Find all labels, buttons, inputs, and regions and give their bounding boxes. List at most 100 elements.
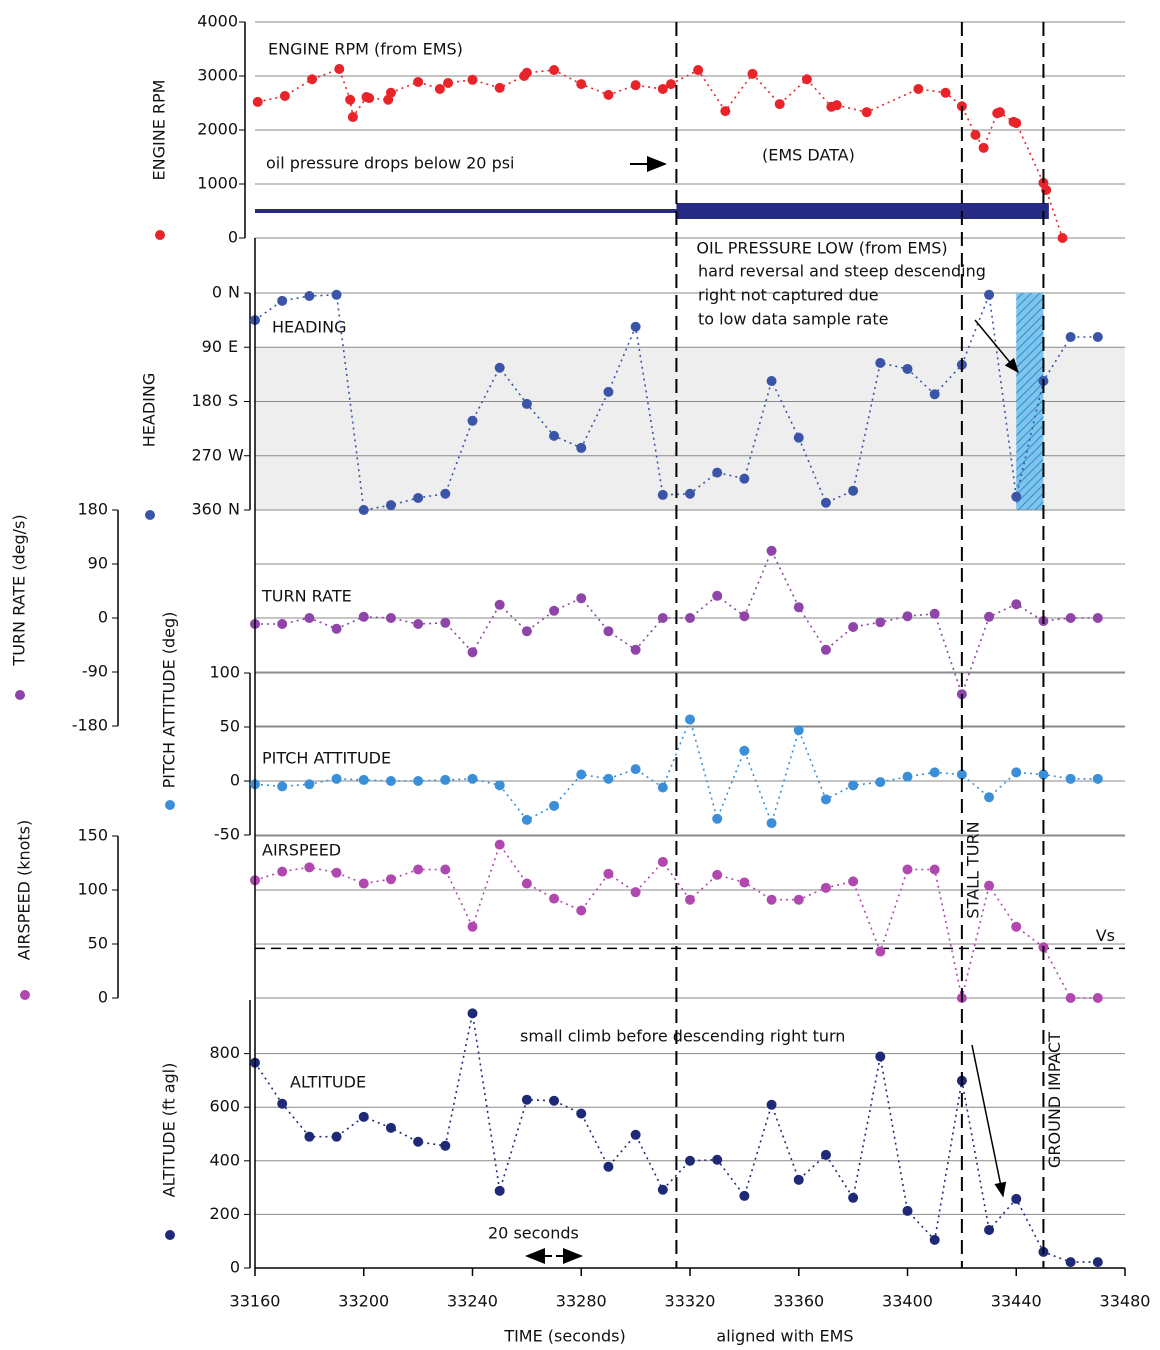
annotation: small climb before descending right turn [520,1027,845,1046]
data-point [712,813,723,824]
data-point [739,473,750,484]
reference-label: Vs [1096,926,1115,945]
data-point [603,386,614,397]
data-point [347,112,358,123]
data-point [984,1224,995,1235]
y-tick-label: 150 [77,826,108,845]
annotation: (EMS DATA) [762,146,855,165]
data-point [861,107,872,118]
data-point [385,613,396,623]
data-point [766,545,777,556]
data-point [1011,921,1022,932]
x-tick-label: 33360 [773,1292,824,1311]
data-point [467,415,478,426]
data-point [304,291,315,302]
data-point [549,65,560,76]
data-point [820,794,831,805]
data-point [984,611,995,622]
data-point [984,792,995,803]
data-point [739,745,750,756]
data-point [875,946,886,957]
data-point [385,1122,396,1133]
data-point [277,295,288,306]
chart-title: PITCH ATTITUDE [262,749,391,768]
shaded-region [1016,293,1044,510]
data-point [970,129,981,140]
x-tick-label: 33240 [447,1292,498,1311]
y-axis-label: AIRSPEED (knots) [15,820,34,961]
data-point [413,76,424,87]
data-point [440,1140,451,1151]
data-point [277,1098,288,1109]
data-point [1038,769,1049,780]
data-point [747,68,758,79]
data-point [467,921,478,932]
data-point [385,776,396,786]
data-point [1092,773,1103,784]
data-point [875,357,886,368]
y-tick-label: 100 [209,663,240,682]
y-tick-label: 200 [209,1204,240,1223]
data-point [766,376,777,387]
data-point [1011,1193,1022,1204]
data-point [494,82,505,93]
data-point [1011,491,1022,502]
chart-title: AIRSPEED [262,841,341,860]
x-axis-label: aligned with EMS [716,1327,853,1346]
data-point [1065,993,1076,1003]
data-point [364,93,375,104]
data-point [1011,599,1022,610]
data-point [603,626,614,637]
data-point [940,87,951,98]
data-point [739,611,750,622]
y-tick-label: 0 [212,283,222,302]
y-tick-direction: W [228,445,244,464]
data-point [440,617,451,628]
y-tick-label: 2000 [197,120,238,139]
data-point [304,779,315,790]
data-point [331,1131,342,1142]
y-tick-label: -50 [214,825,240,844]
data-point [467,647,478,658]
data-point [820,882,831,893]
data-point [1092,332,1103,343]
y-axis-label: PITCH ATTITUDE (deg) [160,612,179,789]
y-tick-label: 4000 [197,12,238,31]
data-point [413,492,424,503]
event-label: STALL TURN [963,821,982,918]
data-point [1092,993,1103,1003]
y-tick-label: 400 [209,1150,240,1169]
data-point [657,83,668,94]
data-point [657,856,668,867]
data-point [902,864,913,875]
data-point [848,876,859,887]
data-point [576,442,587,453]
data-point [1057,233,1068,243]
data-point [576,769,587,780]
y-tick-label: 100 [77,880,108,899]
data-point [831,100,842,111]
annotation: hard reversal and steep descending [698,262,986,281]
data-point [956,769,967,780]
y-tick-label: 50 [88,934,108,953]
data-point [603,1161,614,1172]
data-point [630,887,641,898]
data-point [413,776,424,786]
data-point [252,96,263,107]
data-point [331,867,342,878]
y-axis-label: ALTITUDE (ft agl) [160,1063,179,1198]
data-point [1092,1257,1103,1268]
data-point [774,99,785,110]
data-point [385,874,396,885]
data-point [848,1192,859,1203]
data-point [307,74,318,85]
data-point [603,773,614,784]
data-point [494,780,505,791]
data-point [576,79,587,90]
data-point [277,619,288,629]
data-point [1065,332,1076,343]
data-point [494,1185,505,1196]
annotation: 20 seconds [488,1224,579,1243]
chart-title: TURN RATE [261,587,352,606]
data-point [440,864,451,875]
